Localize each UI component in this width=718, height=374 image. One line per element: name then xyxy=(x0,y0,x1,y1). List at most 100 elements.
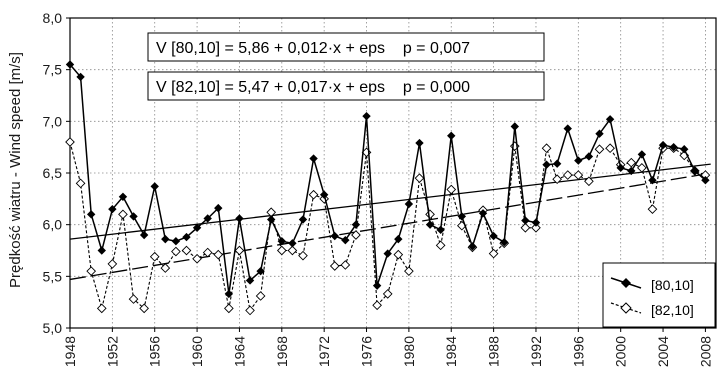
x-tick-label: 1980 xyxy=(401,336,417,367)
data-point-82 xyxy=(308,189,319,200)
data-point-80 xyxy=(65,60,75,69)
x-tick-label: 1948 xyxy=(62,336,78,367)
x-tick-label: 1960 xyxy=(189,336,205,367)
data-point-80 xyxy=(616,163,625,173)
data-point-82 xyxy=(414,173,425,184)
trend-line-82 xyxy=(69,172,711,281)
legend-item-82: [82,10] xyxy=(610,302,694,318)
legend: [80,10] [82,10] xyxy=(602,262,716,328)
data-point-80 xyxy=(341,235,350,245)
data-point-82 xyxy=(605,143,615,154)
series-80 xyxy=(65,60,710,299)
x-tick-label: 2004 xyxy=(655,336,671,367)
data-point-80 xyxy=(383,249,392,258)
data-point-82 xyxy=(584,176,594,187)
data-point-80 xyxy=(595,129,604,138)
data-point-80 xyxy=(150,182,159,191)
data-point-82 xyxy=(287,245,298,256)
data-point-80 xyxy=(288,239,297,248)
y-tick-label: 5,0 xyxy=(43,320,63,336)
data-point-82 xyxy=(647,204,658,215)
data-point-80 xyxy=(192,223,202,232)
data-point-80 xyxy=(489,231,498,241)
trend-line-80 xyxy=(69,163,711,240)
y-tick-label: 7,5 xyxy=(43,62,63,78)
legend-marker-82 xyxy=(620,302,632,314)
data-point-80 xyxy=(499,238,509,247)
data-point-82 xyxy=(107,259,118,269)
x-tick-label: 1956 xyxy=(147,336,163,367)
legend-label-80: [80,10] xyxy=(651,277,694,293)
data-point-80 xyxy=(468,242,477,251)
data-point-80 xyxy=(425,220,435,229)
equation-box-80: V [80,10] = 5,86 + 0,012·x + eps p = 0,0… xyxy=(147,32,545,62)
x-tick-label: 1996 xyxy=(570,336,586,367)
data-point-80 xyxy=(351,220,361,229)
data-point-82 xyxy=(488,248,499,259)
data-point-82 xyxy=(351,230,361,240)
data-point-80 xyxy=(277,237,287,246)
data-point-82 xyxy=(192,253,202,264)
x-tick-label: 1968 xyxy=(274,336,290,367)
data-point-80 xyxy=(171,237,181,246)
data-point-82 xyxy=(562,170,573,180)
data-point-80 xyxy=(97,246,106,255)
data-point-82 xyxy=(96,303,107,314)
data-point-82 xyxy=(594,144,605,155)
data-point-80 xyxy=(510,122,519,131)
legend-marker-80 xyxy=(621,278,631,288)
data-point-80 xyxy=(574,156,583,165)
data-point-80 xyxy=(372,281,382,290)
series-layer xyxy=(65,60,711,316)
data-point-82 xyxy=(446,184,457,195)
data-point-80 xyxy=(669,142,678,152)
data-point-82 xyxy=(404,266,414,277)
data-point-80 xyxy=(362,111,371,121)
data-point-82 xyxy=(541,143,552,154)
equation-box-82: V [82,10] = 5,47 + 0,017·x + eps p = 0,0… xyxy=(147,71,545,101)
data-point-82 xyxy=(118,209,128,220)
x-tick-label: 1988 xyxy=(486,336,502,367)
x-tick-label: 1952 xyxy=(104,336,120,367)
data-point-82 xyxy=(552,174,562,185)
data-point-82 xyxy=(65,137,75,147)
data-point-80 xyxy=(118,192,128,201)
y-tick-label: 5,5 xyxy=(43,268,63,284)
data-point-82 xyxy=(531,222,541,233)
data-point-80 xyxy=(605,115,615,124)
data-point-82 xyxy=(86,266,97,277)
data-point-80 xyxy=(330,231,339,241)
y-tick-label: 7,0 xyxy=(43,113,63,129)
data-point-82 xyxy=(160,263,171,273)
data-point-82 xyxy=(234,245,245,256)
x-tick-label: 1984 xyxy=(443,336,459,367)
data-point-82 xyxy=(425,209,435,220)
x-tick-label: 1976 xyxy=(359,336,375,367)
data-point-82 xyxy=(202,247,213,258)
data-point-82 xyxy=(329,261,340,271)
data-point-80 xyxy=(680,145,689,154)
data-point-80 xyxy=(139,230,149,240)
data-point-80 xyxy=(86,210,96,219)
data-point-80 xyxy=(235,214,244,223)
data-point-80 xyxy=(394,234,403,244)
data-point-82 xyxy=(435,240,446,251)
data-point-82 xyxy=(128,294,139,304)
data-point-80 xyxy=(267,215,276,224)
data-point-80 xyxy=(637,150,647,159)
data-point-82 xyxy=(393,249,404,260)
data-point-82 xyxy=(245,305,255,316)
data-point-80 xyxy=(214,203,223,213)
data-point-80 xyxy=(76,72,85,82)
data-point-80 xyxy=(319,190,329,199)
data-point-82 xyxy=(573,170,584,180)
y-tick-label: 6,5 xyxy=(43,165,63,181)
data-point-80 xyxy=(552,159,562,168)
data-point-80 xyxy=(161,234,170,244)
data-point-82 xyxy=(276,245,287,256)
y-axis: 5,0 5,5 6,0 6,5 7,0 7,5 8,0 xyxy=(43,10,70,336)
data-point-80 xyxy=(108,204,117,214)
equation-80: V [80,10] = 5,86 + 0,012·x + eps p = 0,0… xyxy=(156,40,470,57)
legend-item-80: [80,10] xyxy=(610,277,694,293)
